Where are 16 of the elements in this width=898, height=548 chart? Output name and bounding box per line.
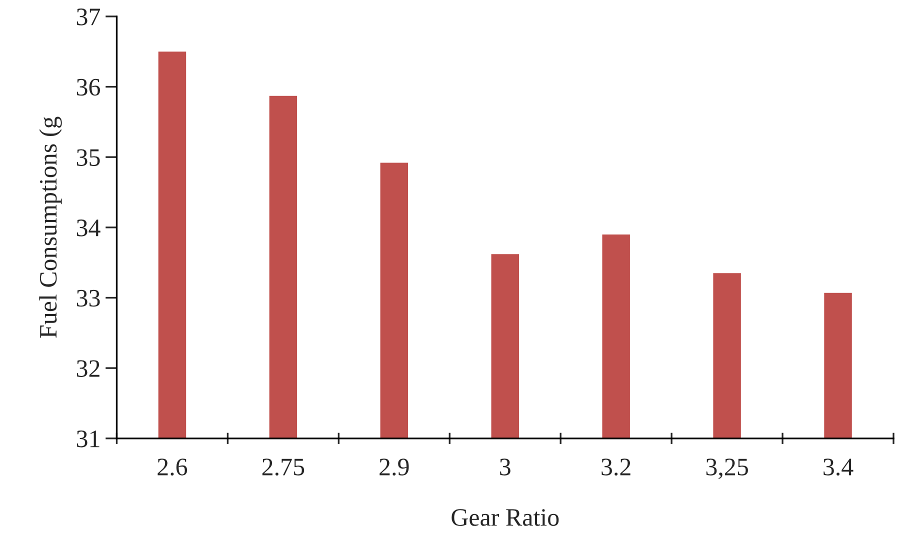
x-tick-label: 2.75	[262, 458, 304, 476]
y-tick-label: 36	[76, 78, 100, 96]
x-tick-label: 2.9	[380, 458, 409, 476]
y-tick-label: 35	[76, 149, 100, 166]
x-tick-label: 3,25	[706, 458, 748, 480]
x-tick-label: 3.2	[602, 458, 630, 476]
y-tick-label: 33	[76, 290, 100, 307]
x-axis-title: Gear Ratio	[452, 509, 559, 526]
x-tick-label: 3	[500, 458, 510, 476]
y-tick-label: 37	[76, 8, 100, 26]
y-tick-label: 31	[76, 430, 100, 448]
y-axis-title: Fuel Consumptions (g	[39, 116, 62, 338]
y-tick-label: 34	[76, 220, 100, 236]
x-tick-label: 2.6	[158, 458, 188, 476]
x-tick-label: 3.4	[824, 458, 854, 476]
y-tick-label: 32	[76, 360, 100, 377]
